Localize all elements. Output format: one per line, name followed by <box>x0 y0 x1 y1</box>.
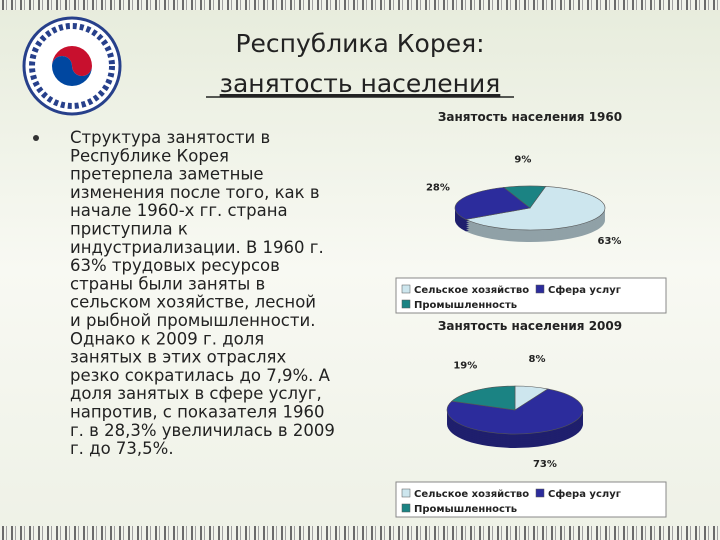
emblem <box>22 16 122 116</box>
slice <box>446 388 584 435</box>
bullet-line: претерпела заметные <box>70 165 264 184</box>
bullet-line: Однако к 2009 г. доля <box>70 329 264 348</box>
legend-swatch <box>535 488 545 498</box>
bullet-line: 63% трудовых ресурсов <box>70 256 280 275</box>
legend-swatch <box>401 299 411 309</box>
chart-title: Занятость населения 2009 <box>438 319 622 333</box>
bullet-line: резко сократилась до 7,9%. А <box>70 366 331 385</box>
legend-swatch <box>401 488 411 498</box>
slice <box>451 385 516 411</box>
bullet-line: г. в 28,3% увеличилась в 2009 <box>70 421 335 440</box>
bullet-line: Республике Корея <box>70 146 229 165</box>
data-label: 63% <box>598 236 622 247</box>
bullet-line: приступила к <box>70 220 188 239</box>
data-label: 19% <box>453 360 477 371</box>
legend-entry: Сельское хозяйство <box>414 285 529 296</box>
legend-entry: Промышленность <box>414 504 517 515</box>
bullet-line: напротив, с показателя 1960 <box>70 403 324 422</box>
top-stripes <box>0 0 720 10</box>
data-label: 8% <box>528 354 545 365</box>
bullet-line: занятых в этих отраслях <box>70 348 286 367</box>
bullet-line: сельском хозяйстве, лесной <box>70 293 316 312</box>
bottom-stripes <box>0 526 720 540</box>
bullet-line: индустриализации. В 1960 г. <box>70 238 324 257</box>
chart-title: Занятость населения 1960 <box>438 110 622 124</box>
data-label: 73% <box>533 459 557 470</box>
legend-box <box>395 481 667 518</box>
slice <box>454 187 531 220</box>
slice <box>464 186 606 231</box>
bullet-line: начале 1960-х гг. страна <box>70 201 288 220</box>
slide-title: занятость населения <box>220 69 501 98</box>
legend-swatch <box>401 503 411 513</box>
data-label: 9% <box>514 154 531 165</box>
slide-title: Республика Корея: <box>235 29 484 58</box>
data-label: 28% <box>426 182 450 193</box>
bullet-line: г. до 73,5%. <box>70 439 174 458</box>
bullet-line: доля занятых в сфере услуг, <box>70 384 322 403</box>
legend-box <box>395 277 667 314</box>
bullet-dot <box>33 135 39 141</box>
legend-swatch <box>401 284 411 294</box>
legend-entry: Сфера услуг <box>548 284 621 296</box>
bullet-line: Структура занятости в <box>70 128 270 147</box>
bullet-line: и рыбной промышленности. <box>70 311 315 330</box>
slice <box>503 185 547 209</box>
bullet-line: страны были заняты в <box>70 274 265 293</box>
legend-entry: Промышленность <box>414 300 517 311</box>
bullet-line: изменения после того, как в <box>70 183 320 202</box>
legend-entry: Сфера услуг <box>548 488 621 500</box>
legend-entry: Сельское хозяйство <box>414 489 529 500</box>
legend-swatch <box>535 284 545 294</box>
